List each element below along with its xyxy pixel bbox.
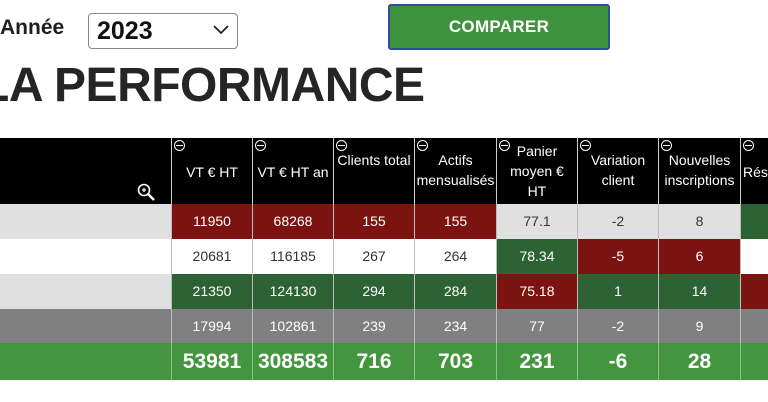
table-cell-label: [0, 309, 171, 344]
sort-icon[interactable]: [255, 140, 266, 151]
sort-icon[interactable]: [661, 140, 672, 151]
column-header-vt-ht-an[interactable]: VT € HT an: [252, 138, 333, 204]
table-cell: 8: [658, 204, 740, 239]
header-label-column: [0, 138, 171, 204]
table-cell: 14: [658, 274, 740, 309]
page-title: LA PERFORMANCE: [0, 59, 425, 112]
table-cell: 6: [658, 239, 740, 274]
table-cell: 102861: [252, 309, 333, 344]
table-cell: 9: [658, 309, 740, 344]
column-header-resultat[interactable]: Rés: [740, 138, 768, 204]
table-cell: 284: [414, 274, 496, 309]
table-cell: 77.1: [496, 204, 577, 239]
table-cell: 20681: [171, 239, 252, 274]
column-header-variation-client[interactable]: Variation client: [577, 138, 658, 204]
column-header-label: Actifs mensualisés: [416, 152, 495, 188]
sort-icon[interactable]: [743, 140, 754, 151]
column-header-panier-moyen[interactable]: Panier moyen € HT: [496, 138, 577, 204]
table-row: 21350 124130 294 284 75.18 1 14: [0, 274, 768, 309]
table-cell: 1: [577, 274, 658, 309]
table-total-row: 53981 308583 716 703 231 -6 28: [0, 343, 768, 380]
table-cell: 68268: [252, 204, 333, 239]
total-cell: 308583: [252, 343, 333, 380]
table-cell: -2: [577, 204, 658, 239]
table-cell: 116185: [252, 239, 333, 274]
column-header-label: Panier moyen € HT: [510, 143, 564, 199]
table-cell: -5: [577, 239, 658, 274]
total-cell: 231: [496, 343, 577, 380]
table-cell: 21350: [171, 274, 252, 309]
table-cell: 77: [496, 309, 577, 344]
table-cell: 78.34: [496, 239, 577, 274]
table-cell-label: [0, 274, 171, 309]
table-cell: [740, 309, 768, 344]
table-cell: -2: [577, 309, 658, 344]
table-cell: 234: [414, 309, 496, 344]
table-cell: 155: [414, 204, 496, 239]
total-cell: [740, 343, 768, 380]
column-header-vt-ht[interactable]: VT € HT: [171, 138, 252, 204]
column-header-actifs[interactable]: Actifs mensualisés: [414, 138, 496, 204]
total-cell: -6: [577, 343, 658, 380]
table-cell: 267: [333, 239, 414, 274]
zoom-search-icon[interactable]: [136, 182, 156, 202]
sort-icon[interactable]: [174, 140, 185, 151]
column-header-label: VT € HT: [186, 164, 238, 180]
chevron-down-icon: [213, 25, 229, 35]
column-header-label: Variation client: [590, 152, 646, 188]
table-cell: [740, 239, 768, 274]
table-cell: [740, 204, 768, 239]
table-cell: 294: [333, 274, 414, 309]
column-header-nouvelles-inscriptions[interactable]: Nouvelles inscriptions: [658, 138, 740, 204]
year-label: Année: [0, 16, 65, 39]
total-cell: 28: [658, 343, 740, 380]
table-cell-label: [0, 204, 171, 239]
column-header-label: Clients total: [337, 152, 411, 168]
table-cell: 239: [333, 309, 414, 344]
total-cell: 716: [333, 343, 414, 380]
total-cell: 703: [414, 343, 496, 380]
sort-icon[interactable]: [336, 140, 347, 151]
table-row: 11950 68268 155 155 77.1 -2 8: [0, 204, 768, 239]
table-header-row: VT € HT VT € HT an Clients total Actifs …: [0, 138, 768, 204]
column-header-label: Nouvelles inscriptions: [664, 152, 735, 188]
column-header-label: Rés: [743, 164, 768, 180]
sort-icon[interactable]: [417, 140, 428, 151]
table-cell: 264: [414, 239, 496, 274]
table-cell-label: [0, 239, 171, 274]
total-cell: 53981: [171, 343, 252, 380]
table-cell: [740, 274, 768, 309]
table-cell: 124130: [252, 274, 333, 309]
column-header-clients-total[interactable]: Clients total: [333, 138, 414, 204]
table-row: 17994 102861 239 234 77 -2 9: [0, 309, 768, 344]
year-select-value: 2023: [97, 17, 153, 45]
compare-button[interactable]: COMPARER: [388, 4, 610, 50]
table-cell: 17994: [171, 309, 252, 344]
table-cell: 75.18: [496, 274, 577, 309]
table-cell: 155: [333, 204, 414, 239]
table-row: 20681 116185 267 264 78.34 -5 6: [0, 239, 768, 274]
year-select[interactable]: 2023: [88, 13, 238, 49]
column-header-label: VT € HT an: [257, 164, 329, 180]
sort-icon[interactable]: [499, 140, 510, 151]
total-cell-label: [0, 343, 171, 380]
sort-icon[interactable]: [580, 140, 591, 151]
table-cell: 11950: [171, 204, 252, 239]
